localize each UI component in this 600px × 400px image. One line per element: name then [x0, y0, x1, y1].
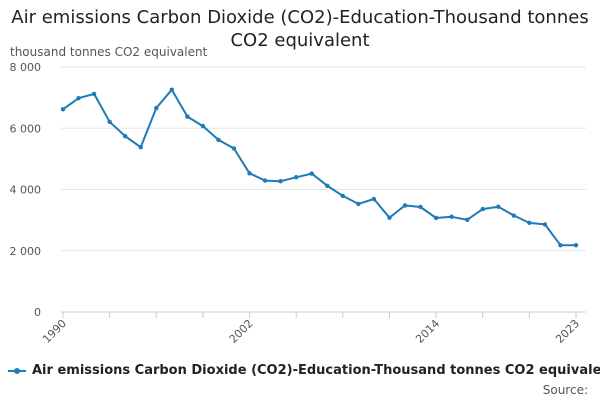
- data-point: [496, 204, 501, 209]
- x-axis-tick-labels: 1990 2002 2014 2023: [40, 317, 582, 346]
- y-axis-tick-labels: 0 2 000 4 000 6 000 8 000: [10, 61, 42, 319]
- data-point: [464, 217, 470, 223]
- data-point: [340, 193, 346, 199]
- data-point: [60, 107, 66, 112]
- data-point: [433, 215, 439, 221]
- data-point: [91, 91, 97, 97]
- data-point: [511, 213, 517, 218]
- data-point: [356, 201, 361, 207]
- y-tick-label: 4 000: [10, 184, 42, 197]
- x-axis: [61, 311, 586, 318]
- data-point: [542, 222, 548, 227]
- x-tick-label: 1990: [40, 317, 69, 346]
- data-point: [558, 243, 563, 248]
- data-point: [418, 204, 423, 210]
- data-point: [293, 175, 299, 180]
- x-tick-label: 2014: [413, 317, 442, 346]
- x-tick-label: 2023: [553, 317, 582, 346]
- source-label: Source:: [542, 383, 588, 397]
- grid-lines: [61, 66, 586, 252]
- data-point: [107, 119, 112, 125]
- data-point: [402, 203, 408, 208]
- data-point: [371, 196, 377, 202]
- y-tick-label: 0: [34, 306, 41, 319]
- y-tick-label: 8 000: [10, 61, 42, 74]
- data-point: [449, 214, 454, 219]
- data-point: [216, 137, 221, 143]
- legend-label: Air emissions Carbon Dioxide (CO2)-Educa…: [32, 363, 600, 378]
- data-point: [200, 123, 206, 129]
- data-point: [309, 171, 314, 176]
- data-point: [387, 215, 392, 220]
- data-point: [573, 243, 579, 248]
- data-point: [231, 146, 237, 151]
- y-tick-label: 6 000: [10, 122, 42, 135]
- data-point: [185, 114, 190, 119]
- series-line: [62, 88, 576, 247]
- data-point: [169, 87, 175, 92]
- data-point: [262, 178, 268, 183]
- data-point: [76, 96, 81, 101]
- data-point: [325, 183, 330, 189]
- data-point: [527, 220, 532, 226]
- data-point: [278, 179, 283, 184]
- data-point: [138, 145, 143, 150]
- series-layer: [60, 87, 579, 248]
- legend[interactable]: Air emissions Carbon Dioxide (CO2)-Educa…: [8, 363, 600, 378]
- y-tick-label: 2 000: [10, 245, 42, 258]
- data-point: [122, 134, 128, 139]
- y-axis-label: thousand tonnes CO2 equivalent: [10, 45, 208, 59]
- data-point: [154, 105, 159, 111]
- x-tick-label: 2002: [227, 317, 256, 346]
- chart-title: Air emissions Carbon Dioxide (CO2)-Educa…: [11, 7, 589, 51]
- legend-swatch-icon: [8, 365, 26, 377]
- data-point: [480, 206, 485, 212]
- data-point: [247, 171, 252, 176]
